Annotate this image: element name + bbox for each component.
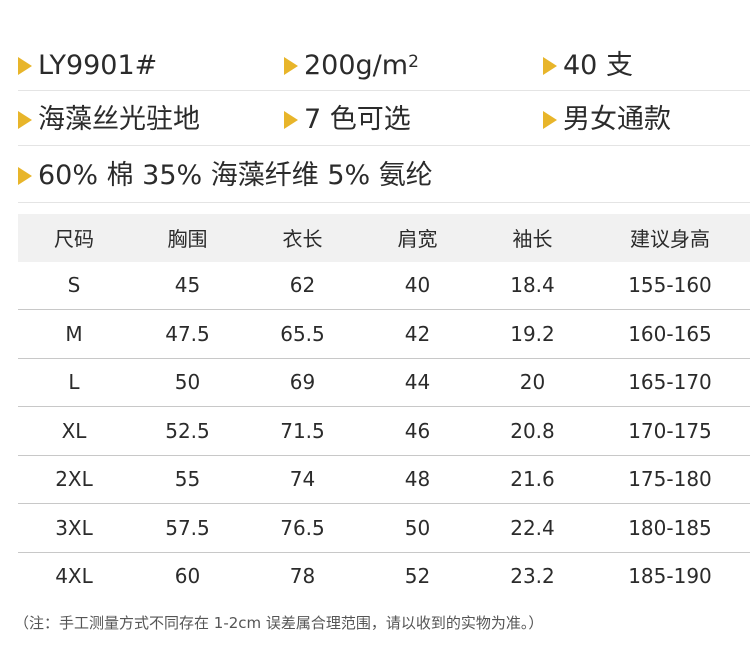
table-cell: 45 <box>174 273 201 298</box>
spec-weight-superscript: 2 <box>408 52 419 72</box>
measurement-note: （注：手工测量方式不同存在 1-2cm 误差属合理范围，请以收到的实物为准。） <box>14 614 544 632</box>
spec-row-3: 60% 棉 35% 海藻纤维 5% 氨纶 <box>0 155 750 197</box>
table-row: 3XL 57.5 76.5 50 22.4 180-185 <box>18 503 750 552</box>
column-header: 胸围 <box>167 227 208 252</box>
table-cell: L <box>18 357 130 407</box>
table-row: 2XL 55 74 48 21.6 175-180 <box>18 454 750 504</box>
table-cell: 21.6 <box>475 454 590 504</box>
spec-yarn-count: 40 支 <box>563 50 633 81</box>
divider <box>18 202 750 203</box>
table-row: 4XL 60 78 52 23.2 185-190 <box>18 551 750 600</box>
triangle-bullet-icon <box>18 167 32 185</box>
table-cell: 160-165 <box>590 309 750 358</box>
spec-style-number: LY9901# <box>38 50 158 81</box>
table-cell: 50 <box>360 503 475 552</box>
column-header: 袖长 <box>512 227 553 252</box>
table-cell: 57.5 <box>130 503 245 552</box>
spec-weight: 200g/m2 <box>304 45 419 87</box>
table-cell: 19.2 <box>475 309 590 358</box>
table-cell: 47.5 <box>130 309 245 358</box>
spec-item-yarn-count: 40 支 <box>543 45 633 87</box>
table-cell: 52.5 <box>130 406 245 455</box>
table-cell: 71.5 <box>245 406 360 455</box>
spec-item-finish: 海藻丝光驻地 <box>18 99 200 141</box>
table-cell: 4XL <box>18 551 130 600</box>
spec-finish: 海藻丝光驻地 <box>38 104 200 135</box>
size-chart-table: 尺码 胸围 衣长 肩宽 袖长 建议身高 S 45 62 40 18.4 155-160 M 47.5 65… <box>18 214 750 600</box>
spec-composition: 60% 棉 35% 海藻纤维 5% 氨纶 <box>38 160 433 191</box>
table-cell: 44 <box>360 357 475 407</box>
spec-item-weight: 200g/m2 <box>284 45 419 87</box>
table-cell: 46 <box>360 406 475 455</box>
divider <box>18 90 750 91</box>
spec-colors: 7 色可选 <box>304 104 411 135</box>
spec-row-2: 海藻丝光驻地 7 色可选 男女通款 <box>0 99 750 141</box>
divider <box>18 145 750 146</box>
table-cell: 20 <box>475 357 590 407</box>
triangle-bullet-icon <box>543 57 557 75</box>
table-cell: M <box>18 309 130 358</box>
triangle-bullet-icon <box>18 57 32 75</box>
spec-item-style-number: LY9901# <box>18 45 157 87</box>
spec-item-composition: 60% 棉 35% 海藻纤维 5% 氨纶 <box>18 155 433 197</box>
table-cell: 23.2 <box>475 551 590 600</box>
table-row: XL 52.5 71.5 46 20.8 170-175 <box>18 406 750 455</box>
table-cell: 65.5 <box>245 309 360 358</box>
column-header: 尺码 <box>54 227 94 252</box>
table-cell: 22.4 <box>475 503 590 552</box>
table-cell: 60 <box>130 551 245 600</box>
table-cell: 62 <box>289 273 316 298</box>
table-cell: 18.4 <box>510 273 555 298</box>
table-cell: 165-170 <box>590 357 750 407</box>
triangle-bullet-icon <box>543 111 557 129</box>
triangle-bullet-icon <box>284 111 298 129</box>
table-cell: 52 <box>360 551 475 600</box>
table-row: L 50 69 44 20 165-170 <box>18 357 750 407</box>
column-header: 衣长 <box>282 227 323 252</box>
table-cell: XL <box>18 406 130 455</box>
table-cell: 69 <box>245 357 360 407</box>
spec-row-1: LY9901# 200g/m2 40 支 <box>0 45 750 87</box>
table-cell: 175-180 <box>590 454 750 504</box>
spec-item-gender: 男女通款 <box>543 99 671 141</box>
spec-weight-value: 200g/m <box>304 50 409 81</box>
table-row: M 47.5 65.5 42 19.2 160-165 <box>18 309 750 358</box>
spec-item-colors: 7 色可选 <box>284 99 411 141</box>
table-cell: 76.5 <box>245 503 360 552</box>
table-row: S 45 62 40 18.4 155-160 <box>18 262 750 310</box>
table-cell: 78 <box>245 551 360 600</box>
table-cell: 185-190 <box>590 551 750 600</box>
table-cell: 3XL <box>18 503 130 552</box>
column-header: 建议身高 <box>630 227 710 252</box>
table-cell: 55 <box>130 454 245 504</box>
table-cell: S <box>67 273 81 298</box>
table-cell: 48 <box>360 454 475 504</box>
table-cell: 50 <box>130 357 245 407</box>
table-cell: 180-185 <box>590 503 750 552</box>
table-cell: 40 <box>404 273 431 298</box>
triangle-bullet-icon <box>284 57 298 75</box>
table-cell: 42 <box>360 309 475 358</box>
table-cell: 2XL <box>18 454 130 504</box>
spec-gender: 男女通款 <box>563 104 671 135</box>
table-header-row: 尺码 胸围 衣长 肩宽 袖长 建议身高 <box>18 214 750 262</box>
column-header: 肩宽 <box>397 227 438 252</box>
table-cell: 20.8 <box>475 406 590 455</box>
table-cell: 155-160 <box>628 273 712 298</box>
table-cell: 74 <box>245 454 360 504</box>
triangle-bullet-icon <box>18 111 32 129</box>
table-cell: 170-175 <box>590 406 750 455</box>
